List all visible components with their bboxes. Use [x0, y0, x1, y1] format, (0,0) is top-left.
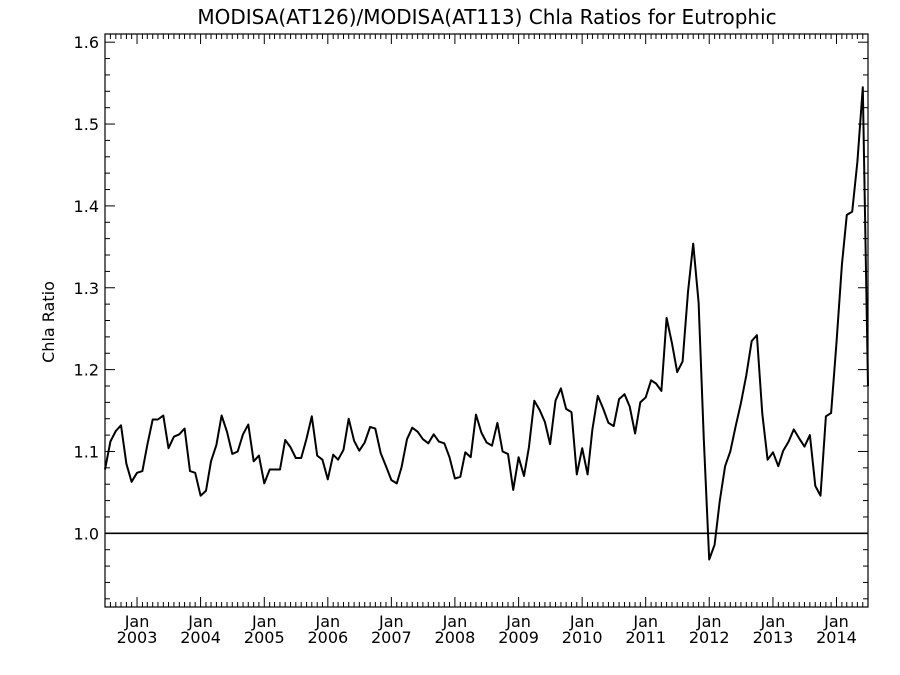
x-tick-label-month: Jan	[569, 612, 595, 631]
y-tick-label: 1.2	[74, 361, 99, 380]
x-tick-label-year: 2013	[753, 628, 794, 647]
axis-ticks	[104, 34, 869, 607]
x-tick-label-year: 2008	[435, 628, 476, 647]
x-tick-label-month: Jan	[187, 612, 213, 631]
x-tick-label-year: 2012	[689, 628, 730, 647]
x-tick-label-month: Jan	[760, 612, 786, 631]
plot-frame	[104, 33, 869, 608]
chart-marks	[104, 86, 869, 561]
y-tick-label: 1.6	[74, 33, 99, 52]
chart-title: MODISA(AT126)/MODISA(AT113) Chla Ratios …	[197, 5, 776, 29]
x-tick-label-month: Jan	[632, 612, 658, 631]
x-tick-label-month: Jan	[251, 612, 277, 631]
x-tick-label-month: Jan	[378, 612, 404, 631]
x-tick-label-year: 2007	[371, 628, 412, 647]
x-tick-label-year: 2011	[625, 628, 666, 647]
x-tick-label-year: 2014	[816, 628, 857, 647]
x-tick-label-year: 2005	[244, 628, 285, 647]
x-tick-label-year: 2004	[180, 628, 221, 647]
tick-labels: 1.01.11.21.31.41.51.6Jan2003Jan2004Jan20…	[74, 33, 857, 647]
x-tick-label-month: Jan	[442, 612, 468, 631]
x-tick-label-month: Jan	[124, 612, 150, 631]
y-axis-label: Chla Ratio	[39, 281, 58, 363]
x-tick-label-year: 2009	[498, 628, 539, 647]
y-tick-label: 1.4	[74, 197, 99, 216]
x-tick-label-month: Jan	[505, 612, 531, 631]
y-tick-label: 1.0	[74, 524, 99, 543]
x-tick-label-month: Jan	[823, 612, 849, 631]
x-tick-label-year: 2006	[307, 628, 348, 647]
y-tick-label: 1.5	[74, 115, 99, 134]
x-tick-label-year: 2003	[117, 628, 158, 647]
y-tick-label: 1.3	[74, 279, 99, 298]
x-tick-label-month: Jan	[314, 612, 340, 631]
x-tick-label-month: Jan	[696, 612, 722, 631]
y-tick-label: 1.1	[74, 442, 99, 461]
series-line	[104, 86, 869, 561]
x-tick-label-year: 2010	[562, 628, 603, 647]
